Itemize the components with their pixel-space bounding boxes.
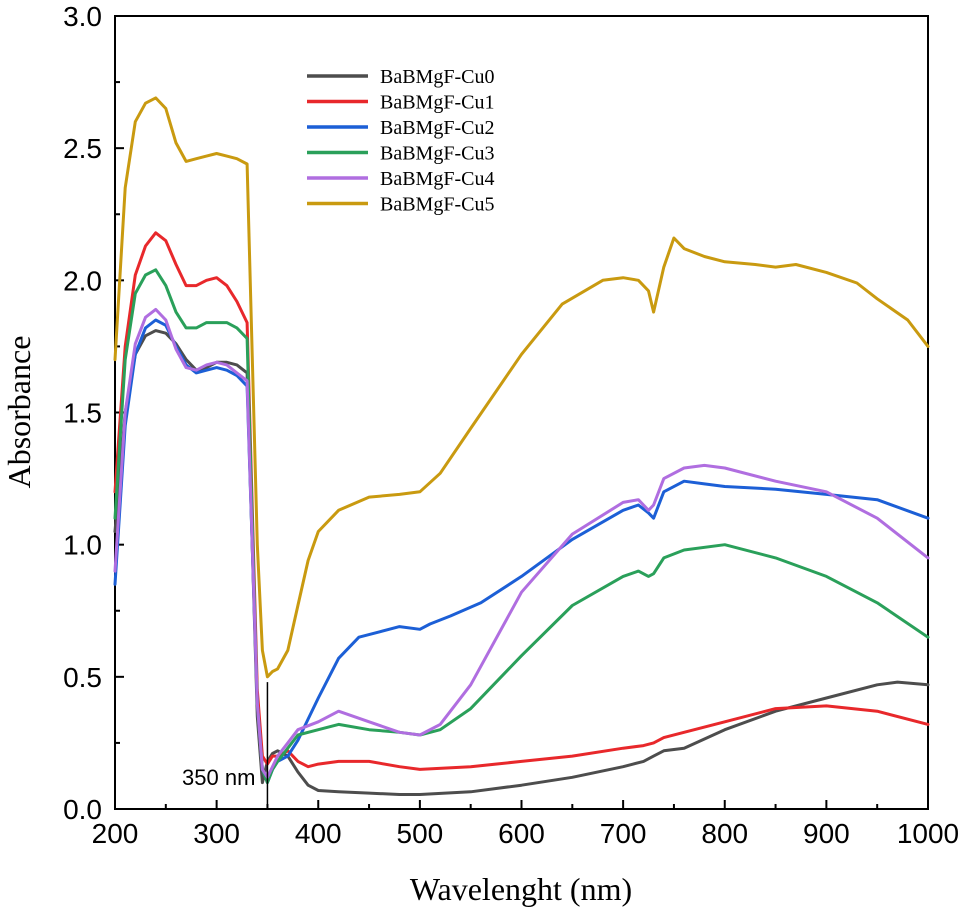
legend-label: BaBMgF-Cu2 xyxy=(380,117,494,139)
legend: BaBMgF-Cu0 BaBMgF-Cu1 BaBMgF-Cu2 BaBMgF-Cu3… xyxy=(307,66,494,216)
x-tick-label: 900 xyxy=(803,818,850,849)
series-line-BaBMgF-Cu3 xyxy=(113,268,930,785)
y-tick-label: 0.5 xyxy=(63,662,102,693)
x-tick-label: 500 xyxy=(397,818,444,849)
x-tick-label: 700 xyxy=(600,818,647,849)
x-tick-label: 200 xyxy=(92,818,139,849)
y-tick-label: 2.5 xyxy=(63,133,102,164)
y-tick-label: 1.5 xyxy=(63,398,102,429)
legend-label: BaBMgF-Cu4 xyxy=(380,168,494,190)
y-tick-label: 0.0 xyxy=(63,794,102,825)
legend-label: BaBMgF-Cu3 xyxy=(380,143,494,165)
legend-label: BaBMgF-Cu1 xyxy=(380,92,494,114)
x-tick-label: 400 xyxy=(295,818,342,849)
series-line-BaBMgF-Cu0 xyxy=(113,329,930,796)
series-line-BaBMgF-Cu1 xyxy=(113,231,930,771)
series-line-BaBMgF-Cu5 xyxy=(113,96,930,679)
series-line-BaBMgF-Cu4 xyxy=(113,307,930,779)
y-tick-label: 3.0 xyxy=(63,1,102,32)
x-tick-label: 1000 xyxy=(897,818,959,849)
x-tick-label: 600 xyxy=(498,818,545,849)
series-line-BaBMgF-Cu2 xyxy=(113,318,930,785)
annotation-label: 350 nm xyxy=(182,765,255,790)
x-tick-label: 300 xyxy=(193,818,240,849)
x-tick-label: 800 xyxy=(701,818,748,849)
y-tick-label: 1.0 xyxy=(63,530,102,561)
x-axis: 200 300 400 500 600 700 800 900 1000 xyxy=(92,800,959,849)
legend-label: BaBMgF-Cu5 xyxy=(380,194,494,216)
series-lines xyxy=(113,96,930,796)
y-axis: 0.0 0.5 1.0 1.5 2.0 2.5 3.0 xyxy=(63,1,124,825)
plot-frame xyxy=(114,15,929,810)
y-tick-label: 2.0 xyxy=(63,265,102,296)
annotation-350nm: 350 nm xyxy=(182,682,269,809)
legend-label: BaBMgF-Cu0 xyxy=(380,66,494,88)
y-axis-title: Absorbance xyxy=(1,336,37,489)
x-axis-title: Wavelenght (nm) xyxy=(410,871,632,907)
